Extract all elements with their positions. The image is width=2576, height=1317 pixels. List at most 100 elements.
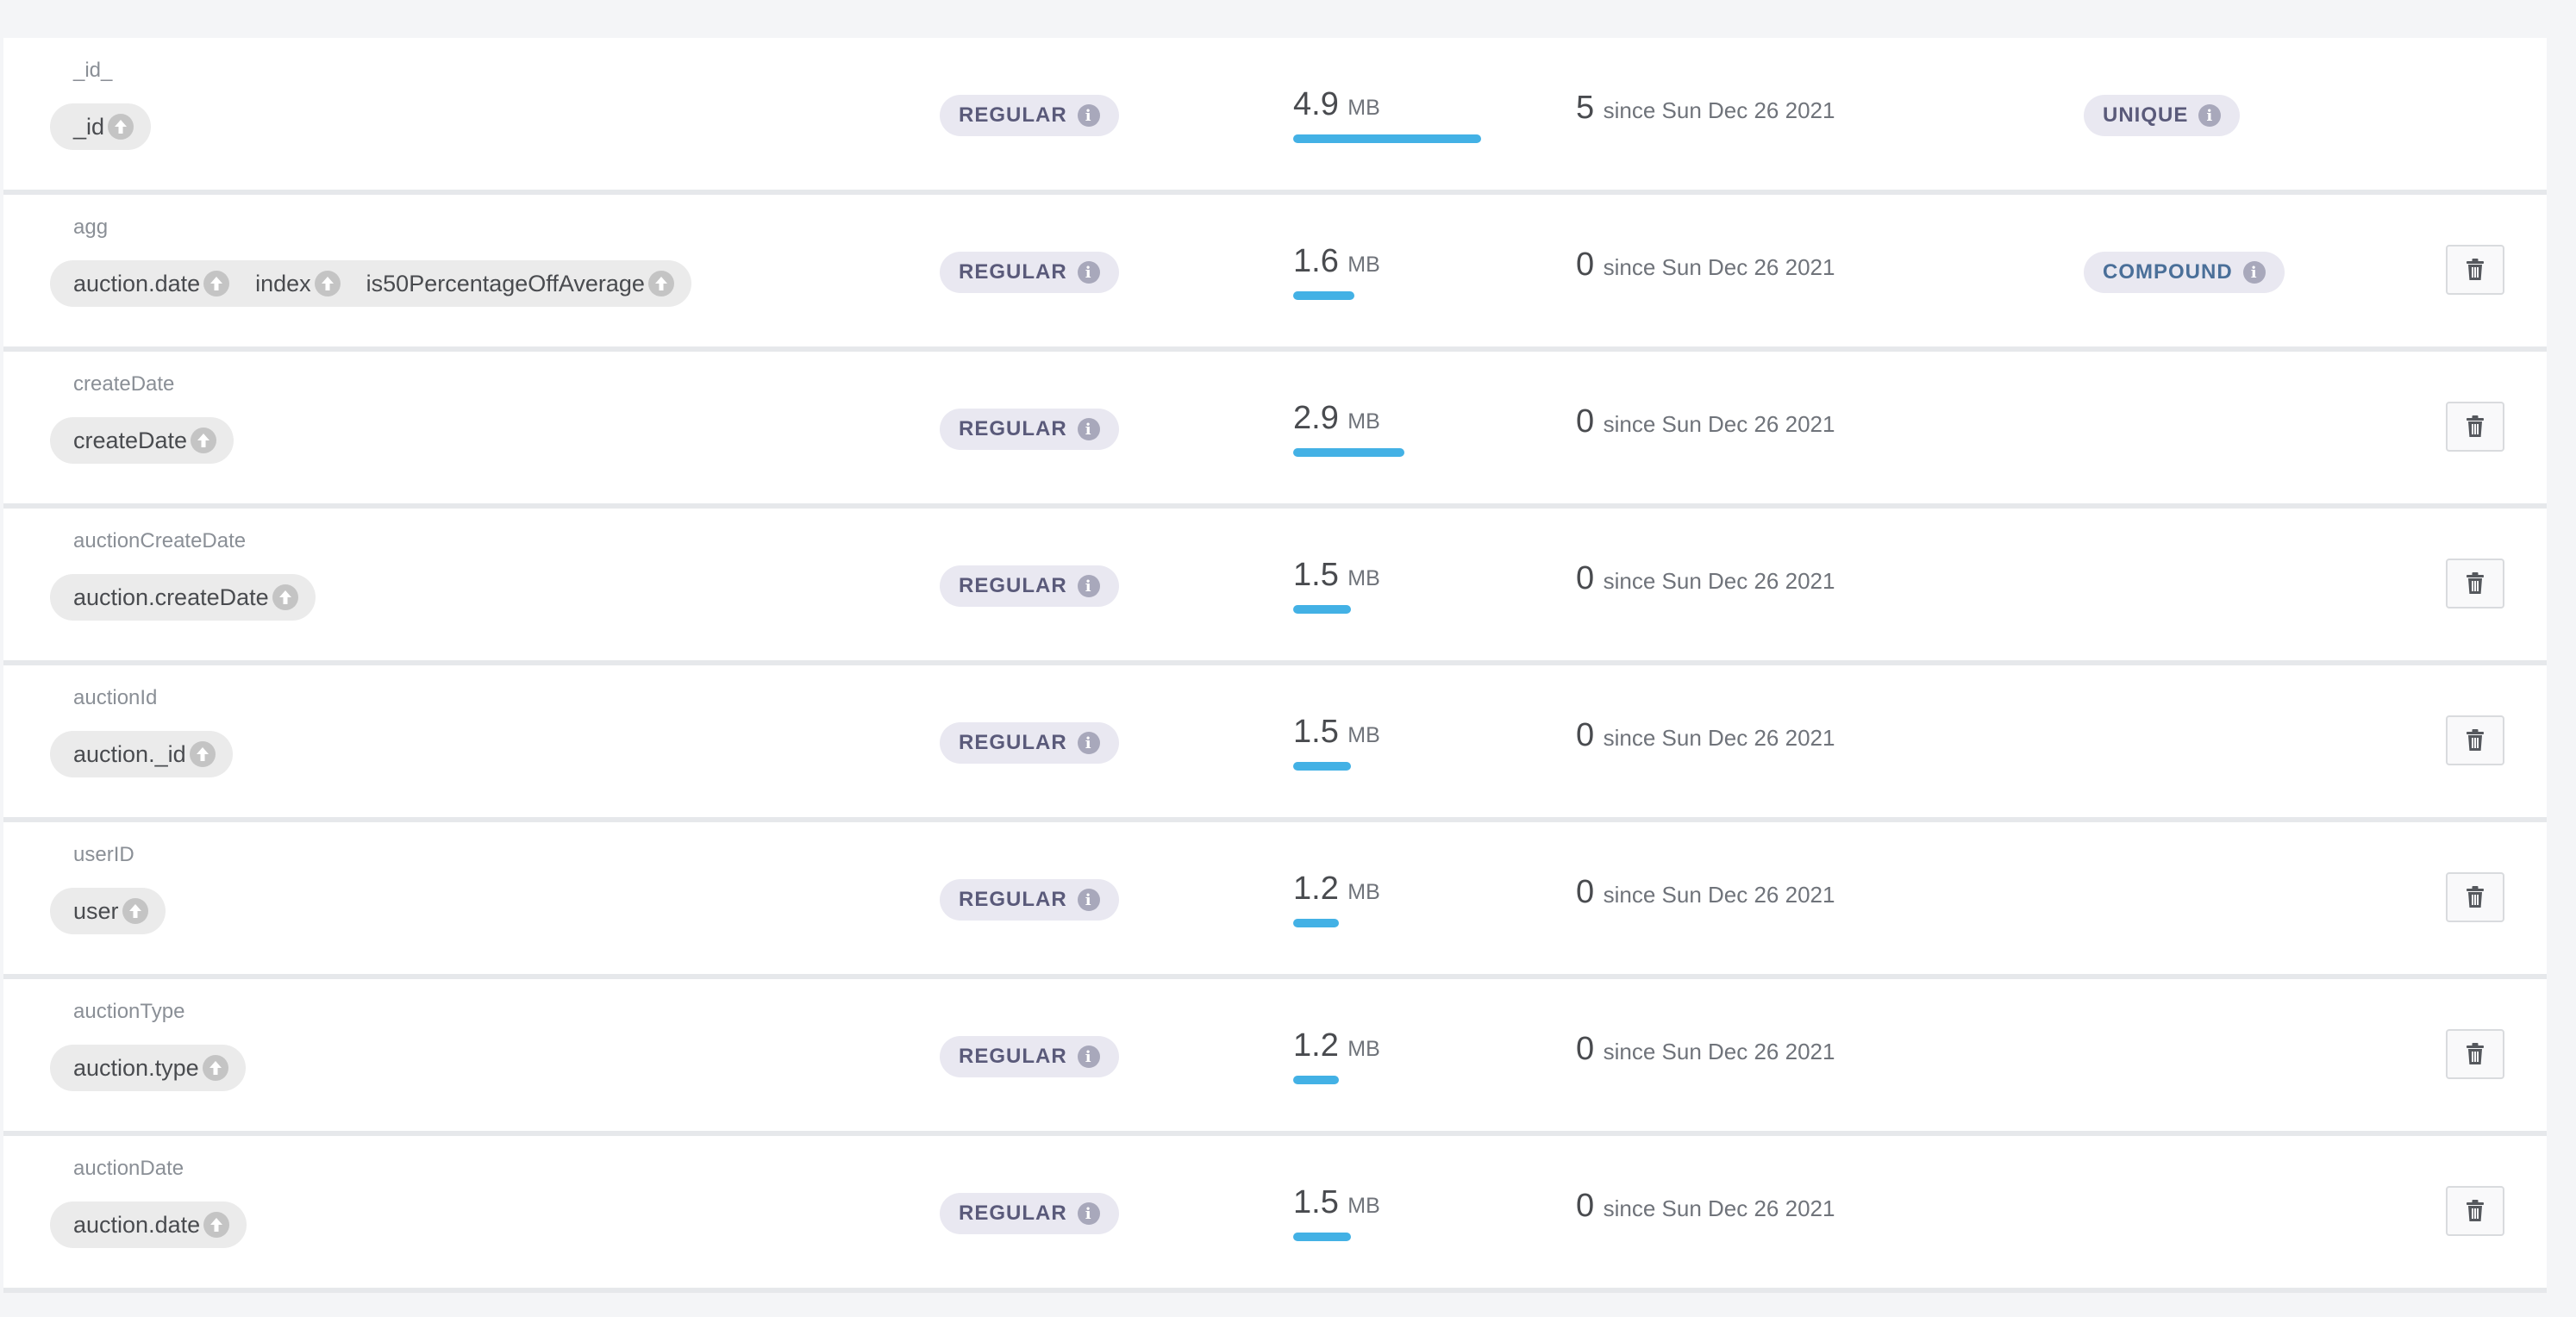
index-usage-count: 0: [1576, 560, 1595, 596]
index-type-badge: REGULAR i: [940, 1193, 1119, 1234]
trash-icon: [2467, 415, 2484, 437]
index-size: 2.9 MB: [1293, 400, 1380, 437]
index-size-value: 1.6: [1293, 243, 1339, 279]
index-size-value: 1.5: [1293, 557, 1339, 593]
index-size-value: 1.5: [1293, 1184, 1339, 1220]
index-size-value: 1.2: [1293, 1027, 1339, 1064]
index-fields: auction.date: [50, 1202, 247, 1248]
info-icon[interactable]: i: [2198, 104, 2222, 127]
index-type-label: REGULAR: [959, 574, 1067, 597]
index-fields: _id: [50, 103, 152, 150]
arrow-up-circle-icon: [122, 898, 148, 924]
index-field-name: createDate: [73, 427, 188, 453]
index-size-unit: MB: [1347, 723, 1380, 747]
index-field-name: auction.date: [73, 270, 201, 296]
index-field-name: user: [73, 897, 119, 924]
delete-index-button[interactable]: [2446, 1186, 2504, 1236]
index-field-name: index: [255, 270, 311, 296]
index-property-label: UNIQUE: [2103, 103, 2189, 127]
index-size-bar: [1293, 919, 1339, 927]
info-icon[interactable]: i: [1077, 575, 1100, 597]
index-usage-count: 0: [1576, 247, 1595, 283]
info-icon[interactable]: i: [2242, 261, 2266, 284]
index-usage-count: 0: [1576, 717, 1595, 753]
delete-index-button[interactable]: [2446, 715, 2504, 765]
index-field-name: auction.type: [73, 1054, 199, 1081]
index-field-name: auction.date: [73, 1211, 201, 1238]
info-icon[interactable]: i: [1077, 261, 1100, 284]
index-usage: 0 since Sun Dec 26 2021: [1576, 247, 1835, 284]
index-field: auction._id: [73, 741, 216, 768]
index-size-bar: [1293, 605, 1351, 614]
index-property-badge: UNIQUE i: [2084, 95, 2241, 136]
index-name: auctionDate: [73, 1157, 184, 1180]
arrow-up-circle-icon: [189, 741, 216, 767]
index-row-auctionType: auctionType auction.type REGULAR i 1.2 M…: [3, 979, 2547, 1136]
index-size-bar: [1293, 134, 1481, 143]
index-field-name: is50PercentageOffAverage: [366, 270, 645, 296]
index-usage: 5 since Sun Dec 26 2021: [1576, 90, 1835, 127]
index-usage: 0 since Sun Dec 26 2021: [1576, 874, 1835, 911]
index-type-label: REGULAR: [959, 103, 1067, 127]
arrow-up-circle-icon: [191, 428, 217, 453]
index-usage-count: 0: [1576, 874, 1595, 910]
index-size-unit: MB: [1347, 409, 1380, 434]
index-size-unit: MB: [1347, 1037, 1380, 1061]
index-size-bar: [1293, 1076, 1339, 1084]
index-name: auctionCreateDate: [73, 529, 247, 552]
index-size-value: 2.9: [1293, 400, 1339, 436]
index-row-auctionDate: auctionDate auction.date REGULAR i 1.5 M…: [3, 1136, 2547, 1293]
index-fields: createDate: [50, 417, 234, 464]
index-usage-since: since Sun Dec 26 2021: [1603, 411, 1835, 437]
index-usage-count: 0: [1576, 1031, 1595, 1067]
info-icon[interactable]: i: [1077, 1202, 1100, 1225]
index-field: auction.createDate: [73, 584, 298, 611]
index-size: 1.6 MB: [1293, 243, 1380, 280]
arrow-up-circle-icon: [314, 271, 341, 296]
index-usage: 0 since Sun Dec 26 2021: [1576, 1031, 1835, 1068]
index-fields: auction.type: [50, 1045, 246, 1091]
index-field-name: auction.createDate: [73, 584, 269, 610]
arrow-up-circle-icon: [203, 1212, 230, 1238]
index-field-name: _id: [73, 113, 105, 140]
index-size-unit: MB: [1347, 253, 1380, 277]
index-type-label: REGULAR: [959, 1202, 1067, 1225]
index-row-createDate: createDate createDate REGULAR i 2.9 MB 0…: [3, 352, 2547, 509]
index-type-label: REGULAR: [959, 731, 1067, 754]
trash-icon: [2467, 1200, 2484, 1221]
index-usage-count: 0: [1576, 403, 1595, 440]
index-usage-since: since Sun Dec 26 2021: [1603, 725, 1835, 751]
index-size-unit: MB: [1347, 566, 1380, 590]
info-icon[interactable]: i: [1077, 732, 1100, 754]
index-type-label: REGULAR: [959, 260, 1067, 284]
info-icon[interactable]: i: [1077, 418, 1100, 440]
info-icon[interactable]: i: [1077, 104, 1100, 127]
index-usage: 0 since Sun Dec 26 2021: [1576, 1188, 1835, 1225]
index-usage: 0 since Sun Dec 26 2021: [1576, 717, 1835, 754]
delete-index-button[interactable]: [2446, 559, 2504, 609]
index-name: agg: [73, 215, 109, 239]
index-field: auction.type: [73, 1055, 228, 1082]
index-type-badge: REGULAR i: [940, 95, 1119, 136]
index-size-value: 1.5: [1293, 714, 1339, 750]
delete-index-button[interactable]: [2446, 402, 2504, 452]
index-name: auctionId: [73, 686, 158, 709]
index-row-auctionId: auctionId auction._id REGULAR i 1.5 MB 0…: [3, 665, 2547, 822]
trash-icon: [2467, 886, 2484, 908]
delete-index-button[interactable]: [2446, 245, 2504, 295]
index-type-badge: REGULAR i: [940, 879, 1119, 921]
index-field: index: [255, 271, 341, 297]
index-row-userID: userID user REGULAR i 1.2 MB 0 since Sun…: [3, 822, 2547, 979]
index-size-value: 4.9: [1293, 86, 1339, 122]
info-icon[interactable]: i: [1077, 1045, 1100, 1068]
info-icon[interactable]: i: [1077, 889, 1100, 911]
index-usage-count: 0: [1576, 1188, 1595, 1224]
index-row-_id_: _id_ _id REGULAR i 4.9 MB 5 since Sun De…: [3, 38, 2547, 195]
index-usage: 0 since Sun Dec 26 2021: [1576, 403, 1835, 440]
index-name: createDate: [73, 372, 175, 396]
arrow-up-circle-icon: [647, 271, 674, 296]
arrow-up-circle-icon: [108, 114, 134, 140]
delete-index-button[interactable]: [2446, 1029, 2504, 1079]
index-list: _id_ _id REGULAR i 4.9 MB 5 since Sun De…: [3, 38, 2547, 1293]
delete-index-button[interactable]: [2446, 872, 2504, 922]
